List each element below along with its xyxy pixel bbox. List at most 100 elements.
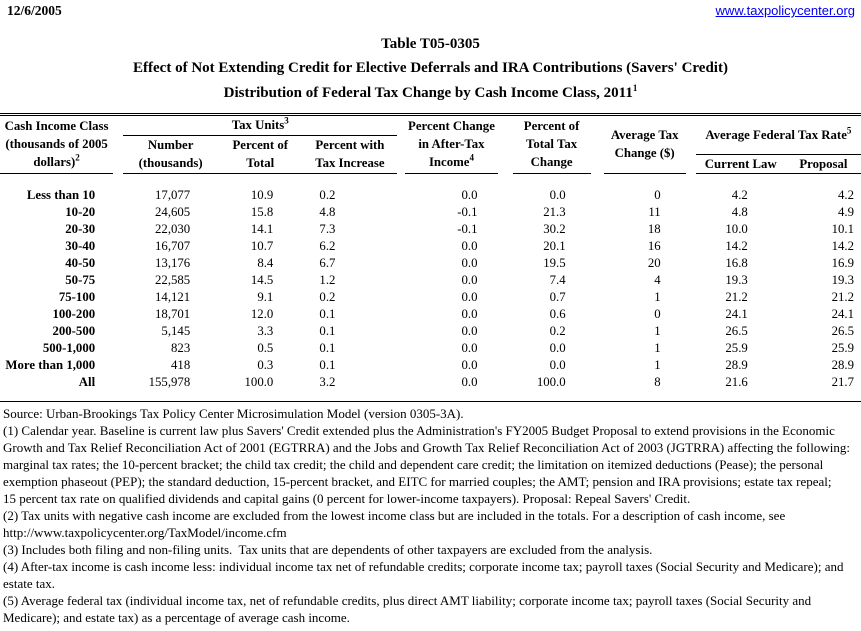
footnote-line: Growth and Tax Relief Reconciliation Act… [3,440,850,455]
column-spacer [397,306,405,323]
cell-percent-with-tax-increase: 6.7 [319,256,336,270]
column-spacer [591,289,604,306]
cell-current-law-rate: 10.0 [725,222,748,236]
cell-percent-of-total: 10.9 [250,188,274,202]
column-spacer [397,374,405,391]
column-spacer [686,289,696,306]
cell-percent-of-total-tax-change: 0.6 [549,307,566,321]
cell-proposal-rate: 24.1 [831,307,854,321]
cell-average-tax-change: 11 [648,205,661,219]
cell-percent-of-total-tax-change: 30.2 [543,222,566,236]
column-spacer [498,323,513,340]
table-title: Effect of Not Extending Credit for Elect… [133,60,728,76]
column-spacer [591,238,604,255]
cell-current-law-rate: 4.2 [731,188,748,202]
column-spacer [498,238,513,255]
cell-percent-of-total-tax-change: 7.4 [549,273,566,287]
table-row: All 155,978 100.0 3.2 0.0 100.0 8 21.6 21.7 [0,374,861,391]
cell-current-law-rate: 21.6 [725,375,748,389]
column-spacer [686,272,696,289]
cell-percent-with-tax-increase: 0.1 [319,358,336,372]
col-header-percent-change-after-tax-income: Percent Change in After-Tax Income4 [405,116,498,174]
table-row: 10-20 24,605 15.8 4.8 -0.1 21.3 11 4.8 4.9 [0,204,861,221]
cell-number-thousands: 14,121 [155,290,191,304]
site-link[interactable]: www.taxpolicycenter.org [715,3,855,18]
cell-average-tax-change: 1 [654,341,661,355]
column-spacer [113,374,123,391]
column-spacer [113,187,123,204]
cell-percent-of-total-tax-change: 100.0 [536,375,566,389]
cell-percent-of-total: 3.3 [257,324,274,338]
cell-percent-of-total-tax-change: 19.5 [543,256,566,270]
column-spacer [686,306,696,323]
row-label: 30-40 [65,239,96,253]
column-spacer [591,272,604,289]
column-spacer [397,238,405,255]
cell-proposal-rate: 21.7 [831,375,854,389]
cell-number-thousands: 823 [171,341,191,355]
cell-percent-with-tax-increase: 0.2 [319,188,336,202]
row-label: 100-200 [52,307,96,321]
column-spacer [591,204,604,221]
cell-percent-of-total-tax-change: 0.2 [549,324,566,338]
column-spacer [591,374,604,391]
cell-average-tax-change: 0 [654,307,661,321]
cell-percent-of-total: 15.8 [250,205,274,219]
cell-proposal-rate: 4.9 [838,205,854,219]
col-header-average-tax-change: Average Tax Change ($) [603,116,686,174]
column-spacer [397,357,405,374]
column-spacer [591,255,604,272]
cell-percent-change-after-tax-income: 0.0 [461,188,478,202]
cell-number-thousands: 155,978 [148,375,191,389]
cell-proposal-rate: 16.9 [831,256,854,270]
cell-average-tax-change: 1 [654,324,661,338]
cell-percent-of-total-tax-change: 0.0 [549,358,566,372]
cell-percent-with-tax-increase: 4.8 [319,205,336,219]
footnote-line: (2) Tax units with negative cash income … [3,508,786,523]
column-spacer [591,221,604,238]
document-date: 12/6/2005 [7,3,62,18]
column-spacer [397,255,405,272]
column-spacer [686,357,696,374]
column-spacer [113,306,123,323]
cell-percent-with-tax-increase: 0.1 [319,341,336,355]
cell-percent-of-total: 100.0 [244,375,274,389]
table-row: Less than 10 17,077 10.9 0.2 0.0 0.0 0 4.2 4.2 [0,187,861,204]
cell-percent-change-after-tax-income: 0.0 [461,273,478,287]
table-row: 100-200 18,701 12.0 0.1 0.0 0.6 0 24.1 24.1 [0,306,861,323]
column-spacer [397,289,405,306]
column-spacer [113,221,123,238]
cell-percent-of-total-tax-change: 0.0 [549,188,566,202]
row-label: More than 1,000 [5,358,96,372]
cell-percent-change-after-tax-income: 0.0 [461,375,478,389]
cell-percent-of-total-tax-change: 0.7 [549,290,566,304]
cell-percent-change-after-tax-income: 0.0 [461,358,478,372]
cell-percent-change-after-tax-income: 0.0 [461,307,478,321]
cell-number-thousands: 17,077 [155,188,191,202]
footnote-line: (5) Average federal tax (individual inco… [3,593,812,608]
cell-percent-with-tax-increase: 6.2 [319,239,336,253]
col-group-average-federal-tax-rate: Average Federal Tax Rate5 [695,116,861,155]
column-spacer [113,116,123,173]
data-table: Cash Income Class (thousands of 2005 dol… [0,116,861,391]
cell-percent-with-tax-increase: 3.2 [319,375,336,389]
table-row: 20-30 22,030 14.1 7.3 -0.1 30.2 18 10.0 10.1 [0,221,861,238]
cell-percent-with-tax-increase: 0.1 [319,324,336,338]
cell-percent-of-total: 0.3 [257,358,274,372]
row-label: 500-1,000 [42,341,96,355]
col-header-number-thousands: Number (thousands) [123,135,219,174]
row-label: 200-500 [52,324,96,338]
table-row: 75-100 14,121 9.1 0.2 0.0 0.7 1 21.2 21.2 [0,289,861,306]
cell-percent-change-after-tax-income: 0.0 [461,256,478,270]
column-spacer [498,255,513,272]
footnote-line: http://www.taxpolicycenter.org/TaxModel/… [3,525,287,540]
col-group-tax-units: Tax Units3 [123,116,398,136]
cell-percent-of-total: 8.4 [257,256,274,270]
column-spacer [686,116,696,173]
cell-percent-change-after-tax-income: 0.0 [461,341,478,355]
cell-percent-change-after-tax-income: -0.1 [457,205,478,219]
cell-current-law-rate: 24.1 [725,307,748,321]
cell-average-tax-change: 4 [654,273,661,287]
cell-current-law-rate: 26.5 [725,324,748,338]
row-label: All [78,375,96,389]
